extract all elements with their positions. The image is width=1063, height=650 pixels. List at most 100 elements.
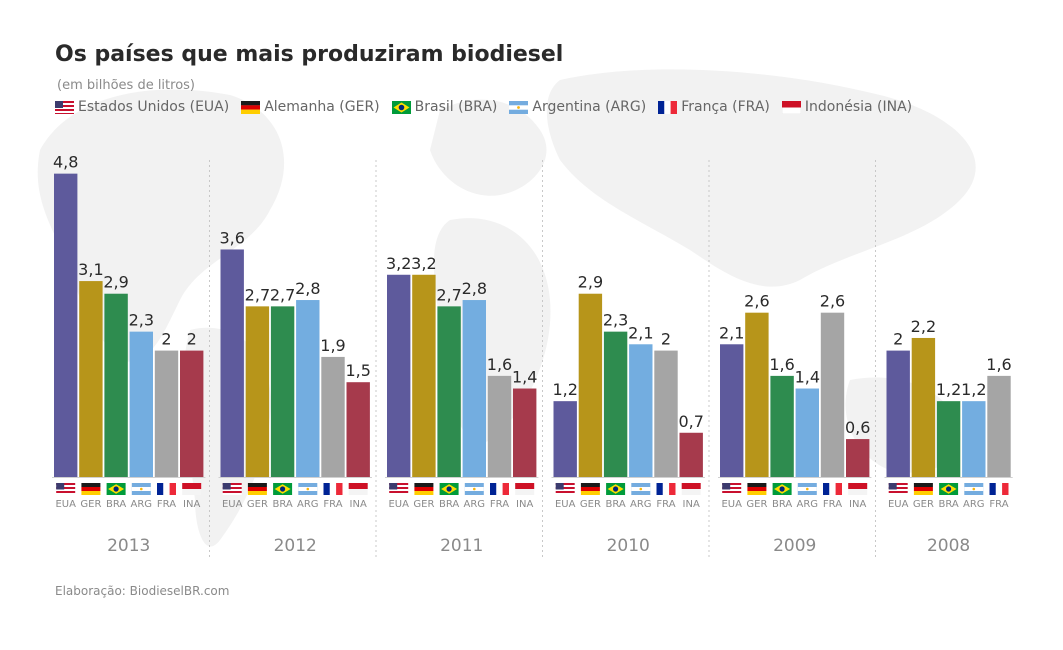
argentina-flag-icon <box>464 483 484 495</box>
category-label: EUA <box>555 499 576 510</box>
brazil-flag-icon <box>439 483 459 495</box>
value-label: 2,2 <box>911 317 936 336</box>
category-label: GER <box>913 499 934 510</box>
brazil-flag-icon <box>273 483 293 495</box>
chart-subtitle: (em bilhões de litros) <box>57 78 195 93</box>
bar-2011-ger <box>412 274 436 477</box>
value-label: 4,8 <box>53 153 78 172</box>
bar-2010-eua <box>553 401 577 477</box>
bar-2010-ger <box>578 293 603 477</box>
bar-2011-bra <box>437 306 461 477</box>
usa-flag-icon <box>389 483 409 495</box>
value-label: 0,7 <box>678 412 703 431</box>
usa-flag-icon <box>722 483 742 495</box>
category-label: EUA <box>388 499 409 510</box>
legend-label: Alemanha (GER) <box>264 99 380 115</box>
year-label: 2012 <box>274 536 317 556</box>
category-label: ARG <box>630 499 652 510</box>
category-label: ARG <box>464 499 486 510</box>
france-flag-icon <box>490 483 509 495</box>
legend-item-eua: Estados Unidos (EUA) <box>55 99 229 115</box>
france-flag-icon <box>323 483 343 495</box>
indonesia-flag-icon <box>681 483 701 495</box>
brazil-flag-icon <box>391 100 411 114</box>
bar-2010-fra <box>654 350 678 477</box>
category-label: INA <box>516 499 533 510</box>
value-label: 2,9 <box>578 273 603 292</box>
bar-2008-fra <box>987 375 1011 477</box>
value-label: 2 <box>161 330 171 349</box>
argentina-flag-icon <box>964 483 984 495</box>
value-label: 0,6 <box>845 418 870 437</box>
category-label: FRA <box>823 499 842 510</box>
category-label: GER <box>80 499 101 510</box>
value-label: 2,8 <box>295 279 320 298</box>
argentina-flag-icon <box>509 100 529 114</box>
category-label: FRA <box>323 499 342 510</box>
legend-item-ina: Indonésia (INA) <box>781 99 912 115</box>
category-label: BRA <box>605 499 625 510</box>
bar-2013-eua <box>54 173 78 477</box>
year-label: 2009 <box>773 536 816 556</box>
bar-2009-ger <box>745 312 769 477</box>
bar-2012-eua <box>220 249 244 477</box>
legend-label: Estados Unidos (EUA) <box>78 99 230 115</box>
bar-2010-bra <box>603 331 628 477</box>
value-label: 1,6 <box>487 355 512 374</box>
indonesia-flag-icon <box>515 483 535 495</box>
bar-2012-ina <box>346 382 370 477</box>
category-label: ARG <box>131 499 153 510</box>
category-label: EUA <box>222 499 243 510</box>
value-label: 1,5 <box>345 361 370 380</box>
category-label: GER <box>247 499 268 510</box>
legend: Estados Unidos (EUA) Alemanha (GER) Bras… <box>55 99 912 115</box>
legend-item-fra: França (FRA) <box>658 99 770 115</box>
bar-2011-fra <box>487 375 512 477</box>
france-flag-icon <box>656 483 676 495</box>
bar-2009-fra <box>820 312 845 477</box>
bar-2008-ger <box>911 337 936 477</box>
value-label: 1,2 <box>552 380 577 399</box>
legend-label: França (FRA) <box>681 99 770 115</box>
value-label: 2,7 <box>270 285 295 304</box>
source-credit: Elaboração: BiodieselBR.com <box>55 584 230 598</box>
argentina-flag-icon <box>631 483 651 495</box>
brazil-flag-icon <box>106 483 126 495</box>
germany-flag-icon <box>747 483 767 495</box>
indonesia-flag-icon <box>781 100 801 114</box>
category-label: BRA <box>772 499 792 510</box>
category-label: BRA <box>106 499 126 510</box>
category-label: INA <box>183 499 200 510</box>
value-label: 1,6 <box>769 355 794 374</box>
value-label: 2,9 <box>103 273 128 292</box>
bar-2011-eua <box>387 274 411 477</box>
category-label: INA <box>683 499 700 510</box>
germany-flag-icon <box>247 483 267 495</box>
category-label: GER <box>746 499 767 510</box>
france-flag-icon <box>157 483 176 495</box>
chart-title: Os países que mais produziram biodiesel <box>55 42 564 67</box>
value-label: 2,6 <box>744 292 769 311</box>
bar-2008-bra <box>936 401 961 477</box>
bar-2013-fra <box>154 350 179 477</box>
value-label: 2 <box>661 330 671 349</box>
category-label: EUA <box>55 499 76 510</box>
category-label: BRA <box>938 499 958 510</box>
argentina-flag-icon <box>797 483 817 495</box>
category-label: GER <box>413 499 434 510</box>
value-label: 1,9 <box>320 336 345 355</box>
category-label: INA <box>849 499 866 510</box>
brazil-flag-icon <box>939 483 959 495</box>
france-flag-icon <box>823 483 842 495</box>
value-label: 2,1 <box>719 323 744 342</box>
indonesia-flag-icon <box>848 483 868 495</box>
value-label: 2,3 <box>129 311 154 330</box>
value-label: 1,2 <box>961 380 986 399</box>
germany-flag-icon <box>580 483 600 495</box>
category-label: FRA <box>656 499 675 510</box>
category-label: EUA <box>721 499 742 510</box>
value-label: 1,2 <box>936 380 961 399</box>
usa-flag-icon <box>56 483 76 495</box>
value-label: 2,7 <box>436 285 461 304</box>
value-label: 2,7 <box>245 285 270 304</box>
